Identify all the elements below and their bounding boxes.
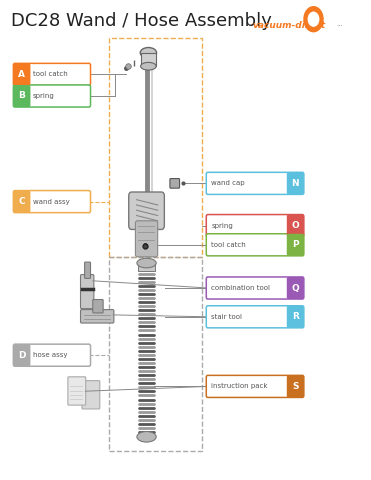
Text: DC28 Wand / Hose Assembly: DC28 Wand / Hose Assembly [11, 12, 272, 30]
FancyBboxPatch shape [287, 375, 304, 397]
FancyBboxPatch shape [13, 191, 30, 213]
FancyBboxPatch shape [287, 172, 304, 194]
Text: R: R [292, 312, 299, 321]
FancyBboxPatch shape [81, 310, 114, 323]
Bar [138, 263, 155, 271]
Text: wand assy: wand assy [33, 199, 69, 204]
Text: hose assy: hose assy [33, 352, 67, 358]
FancyBboxPatch shape [82, 381, 100, 409]
Text: A: A [19, 70, 25, 79]
FancyBboxPatch shape [206, 234, 304, 256]
Ellipse shape [141, 62, 156, 70]
Bar [109, 257, 202, 451]
FancyBboxPatch shape [170, 179, 180, 188]
Text: B: B [19, 92, 25, 100]
Text: N: N [292, 179, 299, 188]
FancyBboxPatch shape [13, 191, 91, 213]
FancyBboxPatch shape [206, 277, 304, 299]
FancyBboxPatch shape [81, 275, 94, 309]
Text: spring: spring [33, 93, 55, 99]
FancyBboxPatch shape [129, 192, 164, 229]
Text: tool catch: tool catch [33, 72, 68, 77]
FancyBboxPatch shape [206, 215, 304, 237]
Ellipse shape [137, 432, 156, 442]
FancyBboxPatch shape [13, 85, 91, 107]
FancyBboxPatch shape [13, 344, 91, 366]
FancyBboxPatch shape [135, 221, 158, 257]
Text: vacuum-direct: vacuum-direct [252, 21, 325, 30]
Bar [141, 53, 156, 66]
Text: instruction pack: instruction pack [211, 384, 268, 389]
FancyBboxPatch shape [206, 375, 304, 397]
Text: wand cap: wand cap [211, 180, 245, 186]
FancyBboxPatch shape [206, 172, 304, 194]
FancyBboxPatch shape [287, 277, 304, 299]
FancyBboxPatch shape [287, 215, 304, 237]
Ellipse shape [140, 48, 157, 58]
Ellipse shape [137, 258, 156, 268]
Text: tool catch: tool catch [211, 242, 246, 248]
Text: O: O [292, 221, 299, 230]
Text: spring: spring [211, 223, 233, 228]
Text: P: P [292, 240, 299, 249]
Text: D: D [18, 351, 26, 360]
FancyBboxPatch shape [287, 234, 304, 256]
Text: stair tool: stair tool [211, 314, 243, 320]
Text: combination tool: combination tool [211, 285, 270, 291]
Ellipse shape [308, 12, 319, 27]
Text: C: C [19, 197, 25, 206]
Text: Q: Q [292, 284, 299, 292]
FancyBboxPatch shape [85, 262, 91, 278]
FancyBboxPatch shape [93, 300, 103, 313]
Text: S: S [292, 382, 299, 391]
FancyBboxPatch shape [13, 344, 30, 366]
FancyBboxPatch shape [206, 306, 304, 328]
Bar [109, 38, 202, 257]
Text: ...: ... [336, 21, 342, 27]
FancyBboxPatch shape [287, 306, 304, 328]
FancyBboxPatch shape [13, 63, 91, 85]
FancyBboxPatch shape [68, 377, 86, 405]
FancyBboxPatch shape [13, 85, 30, 107]
FancyBboxPatch shape [13, 63, 30, 85]
Ellipse shape [303, 6, 324, 33]
